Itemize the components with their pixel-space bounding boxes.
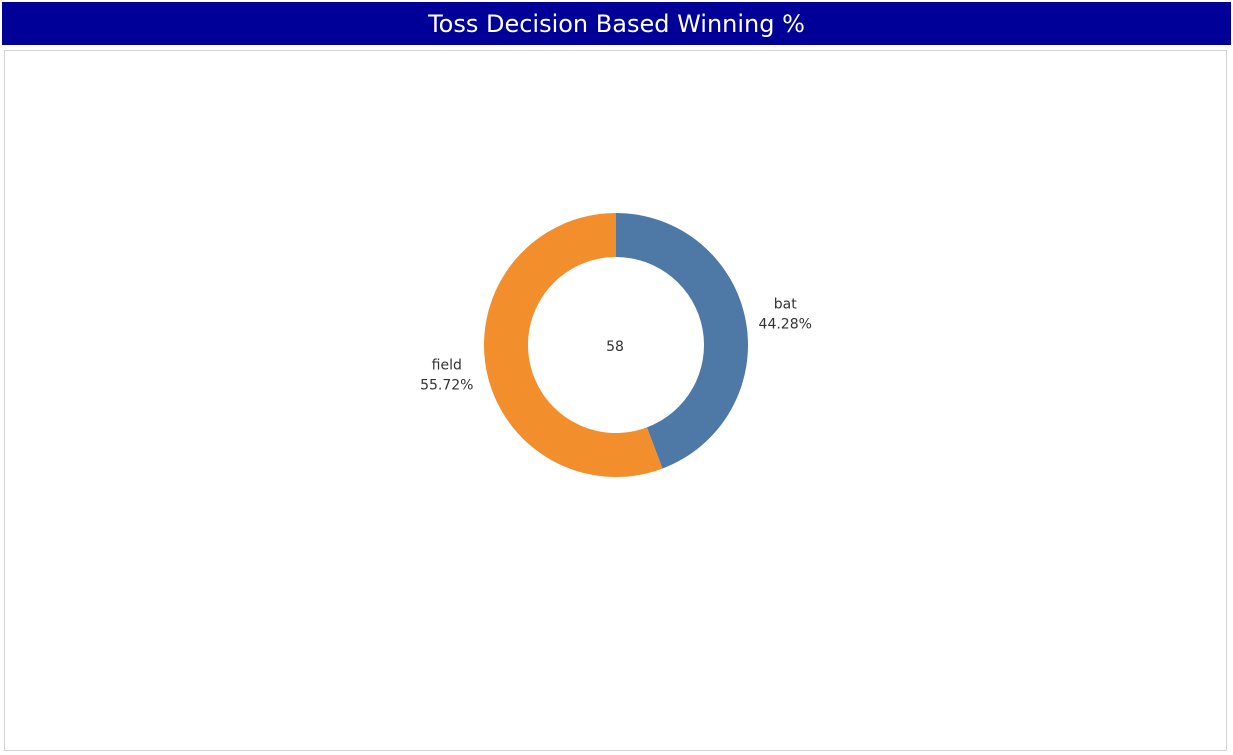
slice-labels: bat 44.28% field 55.72% bbox=[420, 296, 812, 393]
donut-slice-field[interactable] bbox=[484, 213, 663, 477]
chart-title: Toss Decision Based Winning % bbox=[428, 9, 805, 38]
slice-label-field: field bbox=[432, 358, 462, 374]
donut-slices bbox=[484, 213, 749, 477]
slice-value-field: 55.72% bbox=[420, 378, 473, 394]
chart-title-bar: Toss Decision Based Winning % bbox=[2, 2, 1231, 45]
chart-panel bbox=[4, 50, 1227, 751]
slice-value-bat: 44.28% bbox=[759, 316, 812, 332]
donut-slice-bat[interactable] bbox=[616, 213, 749, 469]
slice-label-bat: bat bbox=[774, 296, 797, 312]
donut-center-value: 58 bbox=[606, 339, 624, 355]
